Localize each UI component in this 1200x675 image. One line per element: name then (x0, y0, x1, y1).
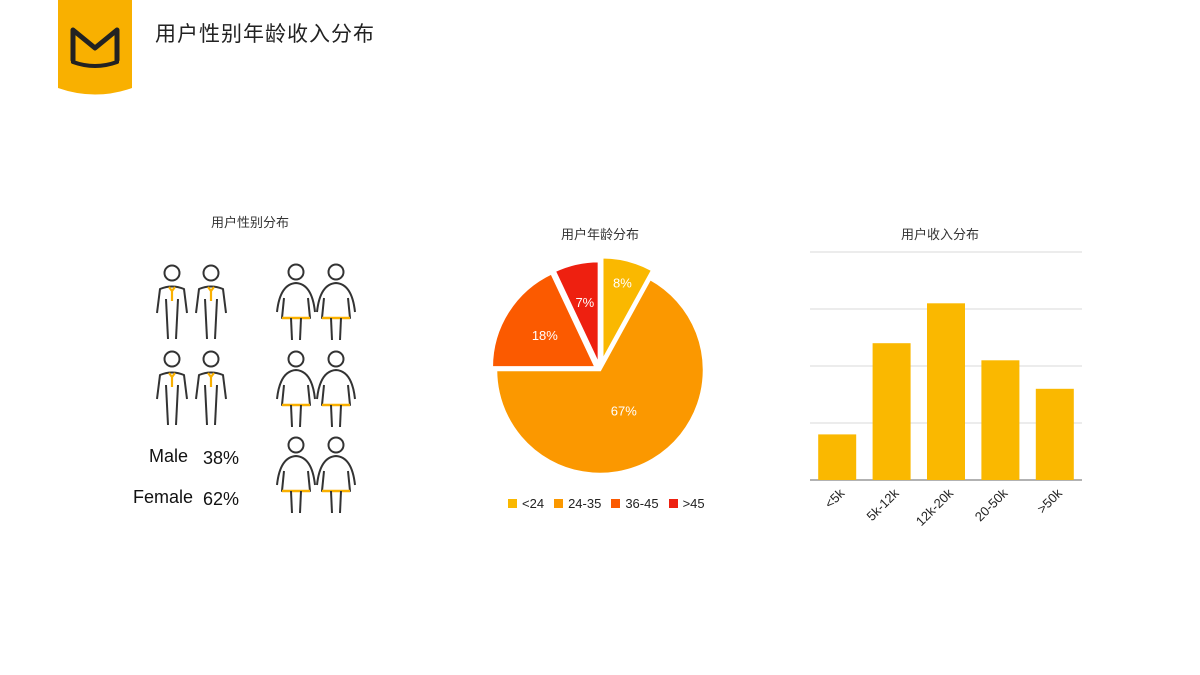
female-figure-icon (276, 350, 316, 428)
gender-chart-title: 用户性别分布 (210, 216, 290, 231)
x-tick-label: >50k (1034, 485, 1065, 516)
age-pie-chart: 8% 67% 18% 7% (490, 256, 706, 476)
male-value: 38% (203, 448, 240, 468)
x-tick-label: 12k-20k (913, 485, 957, 529)
logo-smile (71, 60, 119, 68)
male-figure-icon (156, 264, 188, 340)
legend-item: >45 (668, 495, 705, 511)
pie-slice-3 (490, 271, 598, 369)
pie-slice-1 (600, 256, 655, 362)
male-label: Male (149, 446, 189, 466)
legend-label: 36-45 (625, 495, 659, 511)
income-bar (1035, 388, 1074, 480)
legend-label: >45 (682, 495, 705, 511)
x-tick-label: 5k-12k (864, 485, 903, 524)
legend-swatch (508, 498, 517, 508)
brand-logo (58, 0, 132, 95)
female-figure-icon (276, 436, 316, 514)
male-figure-icon (195, 350, 227, 426)
legend-label: <24 (522, 495, 545, 511)
age-chart-title: 用户年龄分布 (560, 228, 640, 243)
male-figure-icon (195, 264, 227, 340)
income-chart-title: 用户收入分布 (900, 228, 980, 243)
page-title: 用户性别年龄收入分布 (155, 22, 375, 46)
male-tie (168, 286, 176, 301)
pie-slice-4 (552, 259, 601, 366)
income-bar (872, 343, 911, 480)
income-bar (981, 360, 1020, 480)
age-legend: <24 24-35 36-45 >45 (508, 495, 705, 511)
male-tie (207, 372, 215, 387)
pie-label-4: 7% (575, 295, 594, 310)
income-bar (927, 303, 965, 480)
female-figure-icon (316, 436, 356, 514)
male-tie (207, 286, 215, 301)
legend-label: 24-35 (568, 495, 602, 511)
female-figure-icon (316, 350, 356, 428)
logo-m-letter (70, 27, 120, 63)
gender-pictogram (156, 263, 356, 514)
female-label: Female (133, 487, 194, 507)
income-bar-chart: <5k 5k-12k 12k-20k 20-50k >50k (810, 251, 1082, 529)
legend-item: 24-35 (554, 496, 601, 511)
x-tick-label: <5k (822, 485, 848, 511)
female-value: 62% (203, 489, 240, 509)
x-tick-label: 20-50k (972, 485, 1011, 524)
male-tie (168, 372, 176, 387)
legend-swatch (668, 498, 678, 508)
legend-swatch (554, 498, 564, 508)
legend-swatch (611, 498, 621, 508)
income-bar (818, 434, 857, 480)
legend-item: <24 (508, 496, 544, 511)
pie-label-2: 67% (611, 403, 637, 418)
pie-label-1: 8% (613, 276, 632, 291)
female-figure-icon (276, 263, 316, 341)
pie-slice-2 (494, 277, 706, 476)
pie-label-3: 18% (532, 328, 558, 343)
female-figure-icon (316, 263, 356, 341)
male-figure-icon (156, 350, 188, 426)
legend-item: 36-45 (611, 495, 659, 511)
